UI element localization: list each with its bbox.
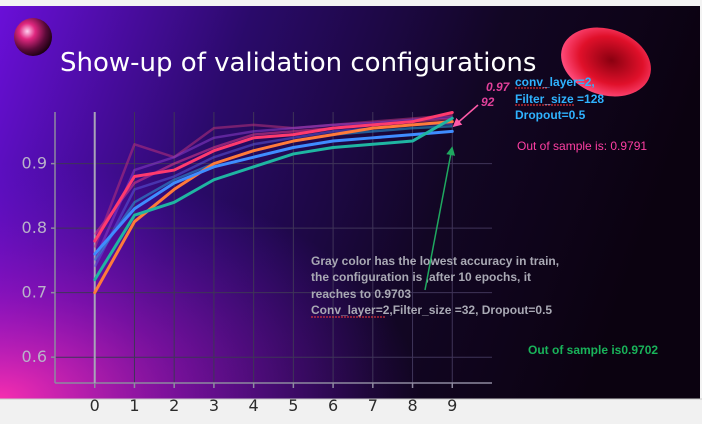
y-tick-label: 0.6 [22, 347, 47, 366]
series-line [93, 111, 454, 243]
x-tick-label: 4 [249, 396, 259, 415]
y-tick-label: 0.9 [22, 154, 47, 173]
bottom-strip [0, 399, 702, 424]
series-line [93, 115, 453, 261]
x-tick-label: 7 [368, 396, 378, 415]
series-line [93, 120, 454, 295]
best-out-of-sample: Out of sample is: 0.9791 [517, 139, 647, 153]
x-tick-label: 9 [447, 396, 457, 415]
decorative-orb-right [561, 27, 651, 97]
gray-note-line-3: reaches to 0.9703 [311, 287, 411, 301]
x-tick-label: 6 [328, 396, 338, 415]
line-chart: 0.6 0.7 0.8 0.9 0 1 2 3 4 5 6 7 8 9 [22, 111, 492, 415]
slide-title: Show-up of validation configurations [60, 48, 536, 78]
best-config-line-1: conv_layer=2, [515, 75, 595, 89]
x-tick-label: 0 [90, 396, 100, 415]
x-tick-label: 8 [407, 396, 417, 415]
gray-out-of-sample: Out of sample is0.9702 [528, 343, 658, 357]
x-tick-label: 1 [129, 396, 139, 415]
chart-ticks: 0.6 0.7 0.8 0.9 0 1 2 3 4 5 6 7 8 9 [22, 154, 458, 415]
y-tick-label: 0.7 [22, 283, 47, 302]
gray-arrow [424, 146, 456, 291]
x-tick-label: 5 [288, 396, 298, 415]
decorative-orb-left [14, 18, 52, 56]
gray-note-line-1: Gray color has the lowest accuracy in tr… [311, 254, 559, 268]
chart-series [93, 111, 454, 295]
series-line [93, 116, 454, 282]
best-arrow [452, 104, 479, 128]
gray-note-line-2: the configuration is ,after 10 epochs, i… [311, 270, 531, 284]
gray-note-line-4: Conv_layer=2,Filter_size =32, Dropout=0.… [311, 303, 552, 317]
best-value-label-2: 92 [481, 95, 495, 109]
series-line [93, 129, 454, 256]
y-tick-label: 0.8 [22, 218, 47, 237]
x-tick-label: 3 [209, 396, 219, 415]
x-tick-label: 2 [169, 396, 179, 415]
series-line [93, 113, 453, 248]
best-value-label-1: 0.97 [486, 80, 511, 94]
best-config-line-2: Filter_size =128 [515, 92, 604, 106]
best-config-line-3: Dropout=0.5 [515, 108, 586, 122]
